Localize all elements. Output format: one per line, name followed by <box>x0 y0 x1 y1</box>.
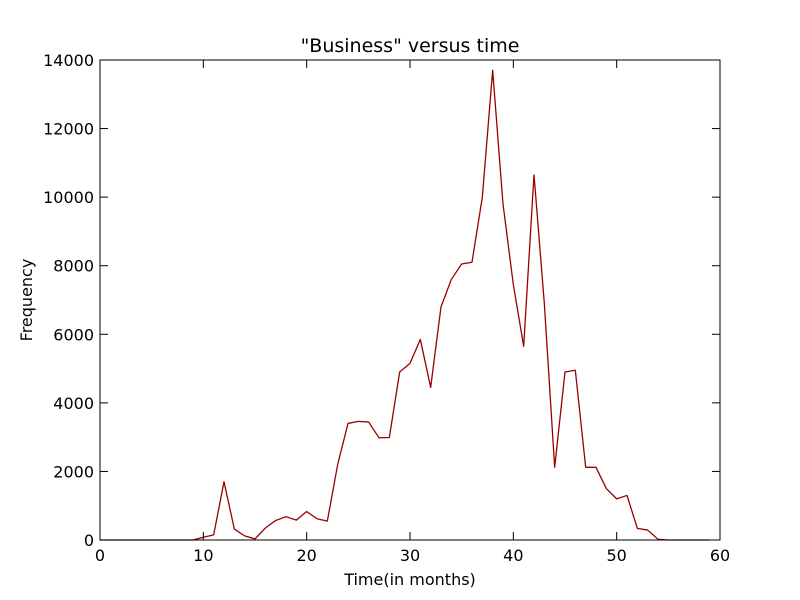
x-tick-label: 20 <box>296 546 316 565</box>
x-tick-label: 10 <box>193 546 213 565</box>
y-tick-label: 10000 <box>43 188 94 207</box>
x-axis-label: Time(in months) <box>343 570 476 589</box>
x-tick-label: 40 <box>503 546 523 565</box>
plot-area: 0 10 20 30 40 50 60 0 2000 4000 6000 8000 10000 12000… <box>43 51 730 565</box>
y-tick-label: 0 <box>84 531 94 550</box>
y-tick-label: 8000 <box>53 257 94 276</box>
x-tick-label: 60 <box>710 546 730 565</box>
y-tick-label: 4000 <box>53 394 94 413</box>
x-tick-label: 0 <box>95 546 105 565</box>
x-tick-label: 50 <box>606 546 626 565</box>
chart-title: "Business" versus time <box>301 35 520 57</box>
y-tick-label: 2000 <box>53 462 94 481</box>
y-tick-label: 14000 <box>43 51 94 70</box>
y-tick-label: 6000 <box>53 325 94 344</box>
y-tick-label: 12000 <box>43 120 94 139</box>
y-axis-label: Frequency <box>17 259 36 342</box>
plot-frame <box>99 59 721 541</box>
series-line-0 <box>100 69 710 541</box>
x-tick-label: 30 <box>400 546 420 565</box>
